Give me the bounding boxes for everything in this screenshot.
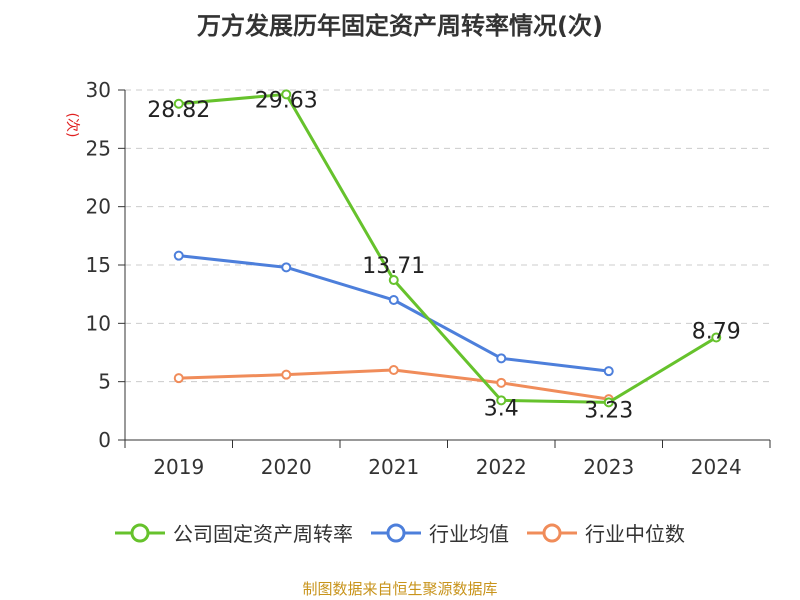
data-label: 13.71	[362, 254, 425, 279]
legend-label-industry-median: 行业中位数	[585, 522, 685, 546]
data-point-industry_avg	[603, 366, 614, 377]
data-point-company	[711, 332, 722, 343]
legend-label-industry-avg: 行业均值	[429, 522, 509, 546]
data-point-industry_median	[388, 365, 399, 375]
x-tick-label: 2020	[261, 455, 312, 479]
y-tick-label: 10	[86, 311, 111, 335]
data-label: 3.4	[484, 396, 519, 421]
legend-item-industry-median[interactable]: 行业中位数	[527, 518, 685, 547]
data-point-company	[173, 98, 184, 109]
y-tick-label: 30	[86, 78, 111, 102]
series-line-company	[178, 92, 718, 404]
data-point-industry_avg	[496, 353, 507, 364]
y-tick-label: 0	[98, 428, 111, 452]
data-label: 3.23	[584, 398, 633, 423]
legend-label-company: 公司固定资产周转率	[173, 522, 353, 546]
x-tick-label: 2022	[476, 455, 527, 479]
data-point-company	[496, 395, 507, 406]
data-point-industry_median	[496, 377, 507, 388]
chart-title: 万方发展历年固定资产周转率情况(次)	[197, 12, 603, 40]
legend-swatch-industry-avg	[371, 523, 421, 542]
y-tick-label: 15	[86, 253, 111, 277]
data-point-industry_median	[173, 373, 184, 384]
legend-swatch-company	[115, 523, 165, 542]
data-label: 29.63	[255, 88, 318, 113]
source-note: 制图数据来自恒生聚源数据库	[302, 580, 498, 598]
data-point-company	[388, 275, 399, 286]
y-axis-label: (次)	[64, 113, 80, 138]
legend-item-industry-avg[interactable]: 行业均值	[371, 518, 509, 547]
x-tick-label: 2019	[153, 455, 204, 479]
legend-swatch-industry-median	[527, 523, 577, 542]
data-point-industry_median	[281, 369, 292, 380]
x-tick-label: 2023	[583, 455, 634, 479]
y-tick-label: 20	[86, 195, 111, 219]
y-tick-label: 25	[86, 136, 111, 160]
y-tick-label: 5	[98, 370, 111, 394]
legend-item-company[interactable]: 公司固定资产周转率	[115, 518, 353, 547]
data-point-industry_avg	[388, 295, 399, 305]
legend: 公司固定资产周转率 行业均值 行业中位数	[0, 518, 800, 547]
x-tick-label: 2024	[691, 455, 742, 479]
data-point-company	[603, 397, 614, 408]
data-label: 28.82	[147, 98, 210, 123]
data-point-company	[281, 89, 292, 100]
data-point-industry_avg	[173, 250, 184, 261]
x-tick-label: 2021	[368, 455, 419, 479]
data-label: 8.79	[692, 319, 741, 344]
data-point-industry_avg	[281, 262, 292, 273]
